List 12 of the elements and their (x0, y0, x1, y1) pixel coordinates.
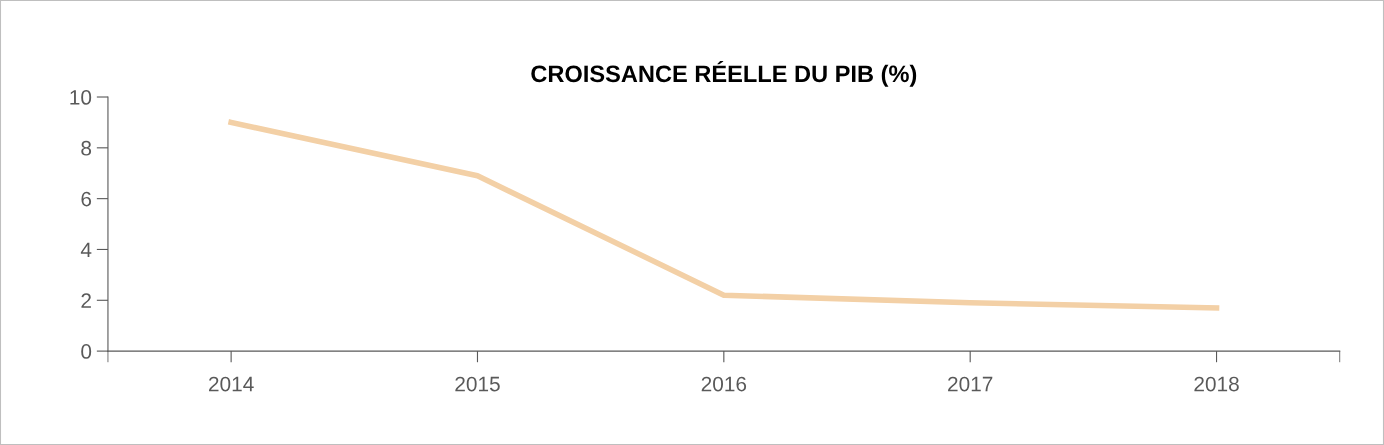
x-tick-label: 2014 (209, 376, 254, 392)
y-tick-label: 4 (80, 242, 92, 258)
y-tick-label: 10 (70, 90, 92, 105)
y-tick-label: 6 (81, 191, 92, 207)
y-tick-label: 2 (81, 293, 91, 308)
x-tick-label: 2016 (701, 376, 747, 392)
chart-title: CROISSANCE RÉELLE DU PIB (%) (531, 61, 917, 87)
y-tick-label: 8 (81, 140, 92, 156)
y-tick-label: 0 (81, 344, 92, 359)
x-tick-label: 2017 (948, 376, 993, 392)
x-tick-label: 2018 (1194, 376, 1239, 392)
x-tick-label: 2015 (455, 376, 500, 392)
